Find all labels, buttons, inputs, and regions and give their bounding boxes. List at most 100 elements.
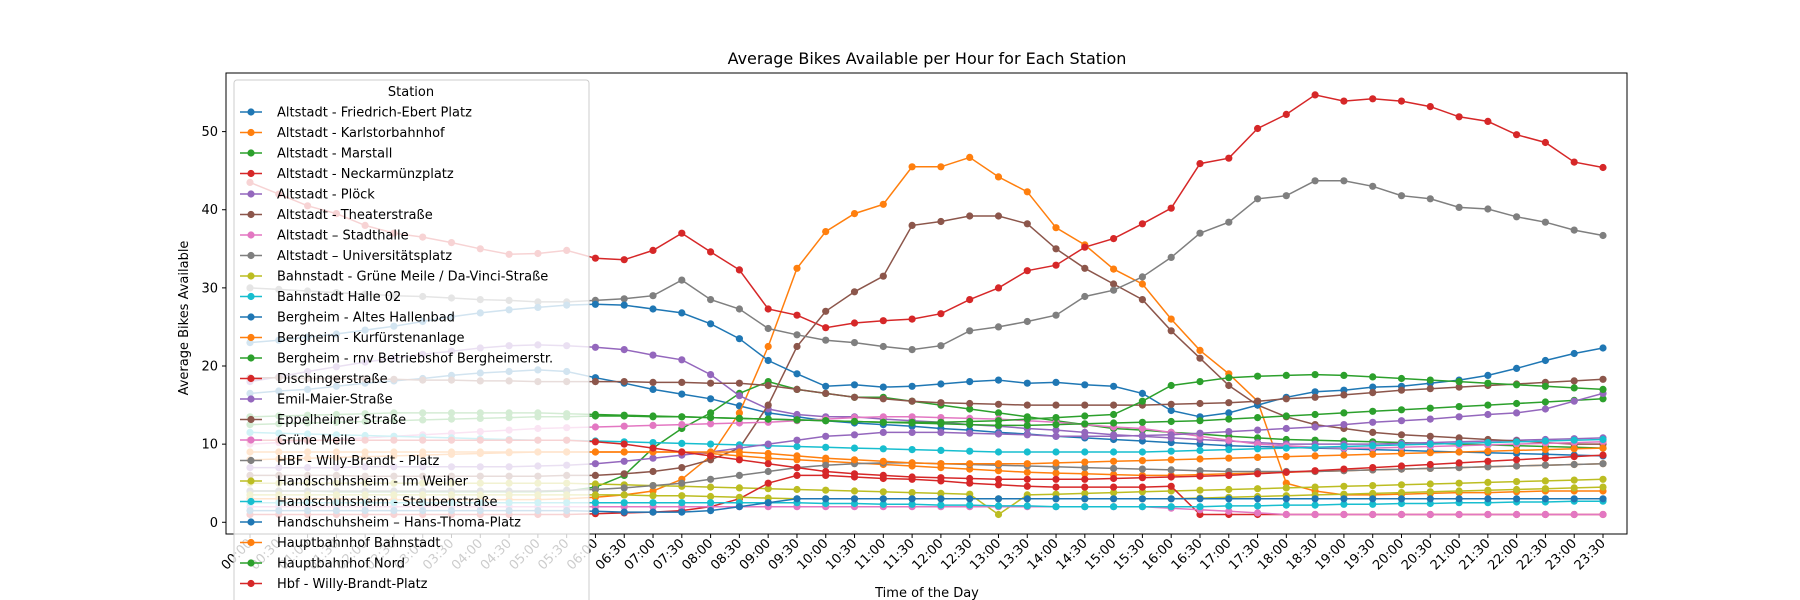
data-point — [1455, 510, 1463, 519]
data-point — [1282, 395, 1290, 403]
data-point — [1110, 483, 1118, 491]
x-tick-label: 22:30 — [1514, 536, 1551, 573]
data-point — [1282, 501, 1290, 509]
data-point — [1225, 415, 1233, 423]
data-point — [1541, 461, 1549, 469]
legend-label: Altstadt - Friedrich-Ebert Platz — [277, 106, 472, 121]
data-point — [1023, 220, 1031, 228]
data-point — [678, 421, 686, 429]
data-point — [994, 448, 1003, 456]
data-point — [1167, 431, 1175, 439]
x-tick-label: 07:30 — [651, 536, 688, 573]
legend-item: Dischingerstraße — [240, 372, 388, 387]
data-point — [1570, 226, 1578, 234]
data-point — [649, 351, 657, 359]
legend-items: Altstadt - Friedrich-Ebert Platz Altstadt… — [240, 106, 553, 592]
data-point — [1541, 356, 1549, 365]
legend-item: Bergheim - Altes Hallenbad — [240, 311, 455, 326]
data-point — [1426, 404, 1434, 412]
data-point — [994, 510, 1003, 519]
data-point — [1397, 97, 1406, 105]
data-point — [793, 495, 801, 503]
data-point — [735, 414, 744, 422]
data-point — [966, 212, 974, 220]
legend-item: Altstadt - Theaterstraße — [240, 208, 433, 223]
data-point — [591, 480, 600, 488]
data-point — [1225, 502, 1233, 510]
data-point — [1369, 407, 1377, 415]
data-point — [649, 385, 657, 393]
data-point — [1513, 485, 1521, 494]
data-point — [793, 452, 801, 460]
data-point — [879, 418, 887, 426]
x-tick-label: 23:00 — [1543, 536, 1580, 573]
data-point — [1196, 378, 1204, 386]
legend-item: Handschuhsheim - Steubenstraße — [240, 495, 498, 510]
data-point — [850, 288, 859, 296]
data-point — [764, 324, 772, 333]
data-point — [1311, 423, 1319, 431]
data-point — [1455, 487, 1463, 495]
data-point — [1138, 220, 1146, 228]
data-point — [1138, 448, 1146, 456]
data-point — [1369, 464, 1377, 472]
data-point — [1369, 482, 1377, 490]
data-point — [879, 342, 887, 351]
data-point — [1426, 415, 1434, 423]
data-point — [649, 467, 657, 476]
data-point — [1513, 213, 1521, 221]
data-point — [1311, 91, 1319, 99]
legend-label: HBF - Willy-Brandt - Platz — [277, 454, 440, 469]
x-tick-label: 18:00 — [1255, 536, 1292, 573]
data-point — [1081, 401, 1089, 409]
data-point — [1311, 510, 1319, 519]
data-point — [1599, 385, 1607, 393]
data-point — [591, 471, 600, 479]
data-point — [1397, 386, 1406, 394]
data-point — [707, 499, 715, 507]
data-point — [707, 320, 715, 328]
legend-label: Altstadt - Karlstorbahnhof — [277, 126, 445, 141]
data-point — [1397, 462, 1406, 470]
legend-swatch-marker — [247, 313, 255, 321]
data-point — [591, 300, 600, 308]
series-14 — [246, 389, 1607, 472]
data-point — [707, 440, 715, 448]
data-point — [1484, 463, 1492, 471]
data-point — [966, 495, 974, 503]
legend-swatch-marker — [247, 354, 255, 362]
data-point — [1167, 495, 1175, 503]
x-tick-label: 08:00 — [679, 536, 716, 573]
data-point — [908, 221, 916, 229]
data-point — [1110, 280, 1118, 288]
data-point — [793, 442, 801, 451]
legend-swatch-marker — [247, 108, 255, 116]
data-point — [1167, 447, 1175, 455]
data-point — [994, 212, 1003, 220]
data-point — [1110, 265, 1118, 273]
data-point — [1455, 448, 1463, 456]
data-point — [879, 471, 887, 479]
data-point — [1138, 389, 1146, 397]
data-point — [1484, 495, 1492, 503]
data-point — [649, 378, 657, 386]
data-point — [1397, 495, 1406, 503]
x-tick-label: 16:30 — [1169, 536, 1206, 573]
y-tick-label: 20 — [201, 360, 218, 375]
data-point — [1369, 489, 1377, 497]
data-point — [1599, 451, 1607, 459]
data-point — [850, 444, 859, 452]
data-point — [1081, 412, 1089, 420]
legend-item: Hauptbahnhof Nord — [240, 557, 405, 572]
data-point — [735, 456, 744, 464]
legend-item: Altstadt - Marstall — [240, 147, 392, 162]
y-tick-label: 40 — [201, 203, 218, 218]
data-point — [1599, 460, 1607, 468]
legend-swatch-marker — [247, 395, 255, 403]
data-point — [879, 457, 887, 465]
data-point — [1541, 485, 1549, 493]
data-point — [908, 428, 916, 436]
data-point — [1570, 476, 1578, 484]
data-point — [707, 507, 715, 515]
